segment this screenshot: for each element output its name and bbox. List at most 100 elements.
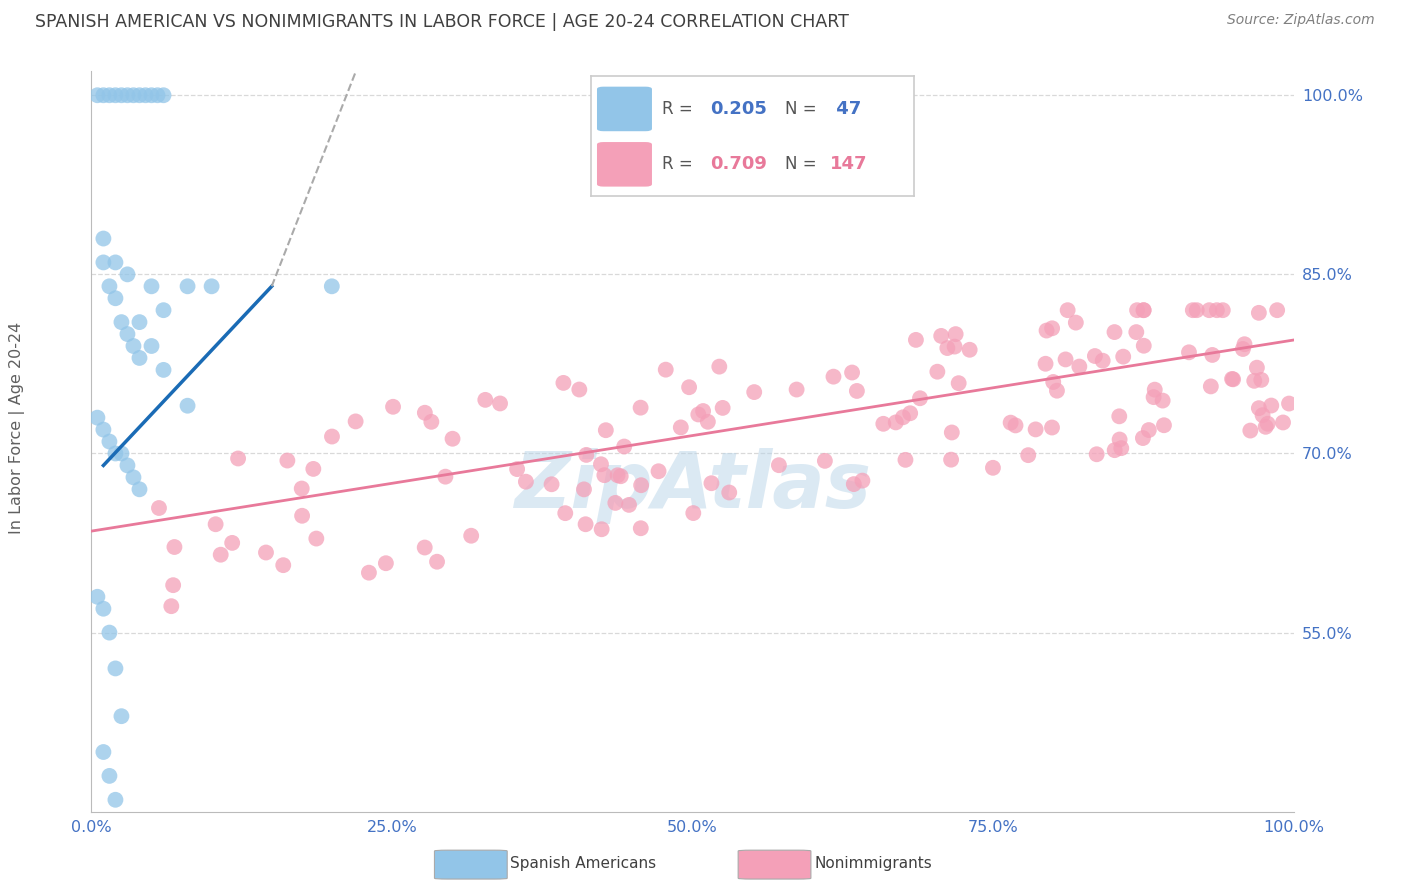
Point xyxy=(302,462,325,476)
Point xyxy=(898,406,921,420)
Point xyxy=(117,88,139,103)
Point xyxy=(86,590,108,604)
Point xyxy=(104,291,127,305)
Point xyxy=(374,556,396,570)
Point xyxy=(669,420,692,434)
Point xyxy=(1132,339,1154,353)
Point xyxy=(593,468,616,483)
Point xyxy=(941,425,963,440)
Point xyxy=(134,88,156,103)
Point xyxy=(98,88,121,103)
Point xyxy=(291,508,314,523)
Text: 0.709: 0.709 xyxy=(710,155,768,173)
Point xyxy=(110,315,132,329)
Point xyxy=(141,339,163,353)
Point xyxy=(692,404,714,418)
Point xyxy=(630,521,652,535)
Text: ZipAtlas: ZipAtlas xyxy=(515,448,870,524)
Point xyxy=(1035,357,1057,371)
Point xyxy=(413,406,436,420)
Point xyxy=(1152,393,1174,408)
Point xyxy=(718,485,741,500)
Point xyxy=(434,469,457,483)
Point xyxy=(1250,373,1272,387)
Point xyxy=(148,501,170,516)
Point xyxy=(1247,306,1270,320)
Point xyxy=(104,88,127,103)
Point xyxy=(221,536,243,550)
Text: In Labor Force | Age 20-24: In Labor Force | Age 20-24 xyxy=(8,322,25,534)
Point xyxy=(1125,325,1147,339)
Point xyxy=(1108,409,1130,424)
Point xyxy=(1085,447,1108,461)
Point xyxy=(1040,420,1063,434)
Point xyxy=(768,458,790,473)
Point xyxy=(613,440,636,454)
FancyBboxPatch shape xyxy=(434,850,508,880)
Point xyxy=(128,88,150,103)
Point xyxy=(1025,422,1047,436)
Point xyxy=(441,432,464,446)
Point xyxy=(936,341,959,355)
Point xyxy=(1069,359,1091,374)
Text: 47: 47 xyxy=(830,100,860,118)
Point xyxy=(1272,416,1295,430)
Point xyxy=(344,414,367,428)
Point xyxy=(927,365,949,379)
Point xyxy=(474,392,496,407)
Point xyxy=(117,458,139,473)
Point xyxy=(1198,303,1220,318)
Point xyxy=(1265,303,1288,318)
Point xyxy=(574,517,596,532)
Point xyxy=(1153,418,1175,433)
Point xyxy=(943,340,966,354)
Point xyxy=(152,88,174,103)
Point xyxy=(1091,353,1114,368)
Point xyxy=(553,376,575,390)
Point xyxy=(460,529,482,543)
Point xyxy=(357,566,380,580)
Point xyxy=(104,793,127,807)
Point xyxy=(1132,303,1154,318)
Point xyxy=(1251,408,1274,422)
Point xyxy=(93,88,115,103)
Point xyxy=(152,363,174,377)
Point xyxy=(1181,303,1204,318)
Point xyxy=(1278,396,1301,410)
Point xyxy=(929,329,952,343)
Point xyxy=(1084,349,1107,363)
Point xyxy=(1064,316,1087,330)
Point xyxy=(1205,303,1227,318)
Point xyxy=(1254,419,1277,434)
Point xyxy=(176,279,198,293)
Text: R =: R = xyxy=(662,100,697,118)
Text: 147: 147 xyxy=(830,155,868,173)
Point xyxy=(321,429,343,443)
Point xyxy=(742,385,765,400)
Point xyxy=(1054,352,1077,367)
Point xyxy=(1199,379,1222,393)
Point xyxy=(696,415,718,429)
Point xyxy=(506,462,529,476)
Point xyxy=(617,498,640,512)
Point xyxy=(1109,441,1132,455)
Point xyxy=(254,545,277,559)
Point xyxy=(1233,337,1256,351)
Point xyxy=(110,709,132,723)
Point xyxy=(709,359,731,374)
Point xyxy=(891,410,914,425)
Text: SPANISH AMERICAN VS NONIMMIGRANTS IN LABOR FORCE | AGE 20-24 CORRELATION CHART: SPANISH AMERICAN VS NONIMMIGRANTS IN LAB… xyxy=(35,13,849,31)
Point xyxy=(630,401,652,415)
Text: N =: N = xyxy=(785,100,821,118)
Point xyxy=(1178,345,1201,359)
Text: Spanish Americans: Spanish Americans xyxy=(510,855,657,871)
Point xyxy=(128,315,150,329)
Point xyxy=(128,483,150,497)
Point xyxy=(93,423,115,437)
Point xyxy=(98,434,121,449)
Point xyxy=(842,477,865,491)
Point xyxy=(595,423,617,437)
Point xyxy=(939,452,962,467)
Point xyxy=(117,268,139,282)
Point xyxy=(291,482,314,496)
